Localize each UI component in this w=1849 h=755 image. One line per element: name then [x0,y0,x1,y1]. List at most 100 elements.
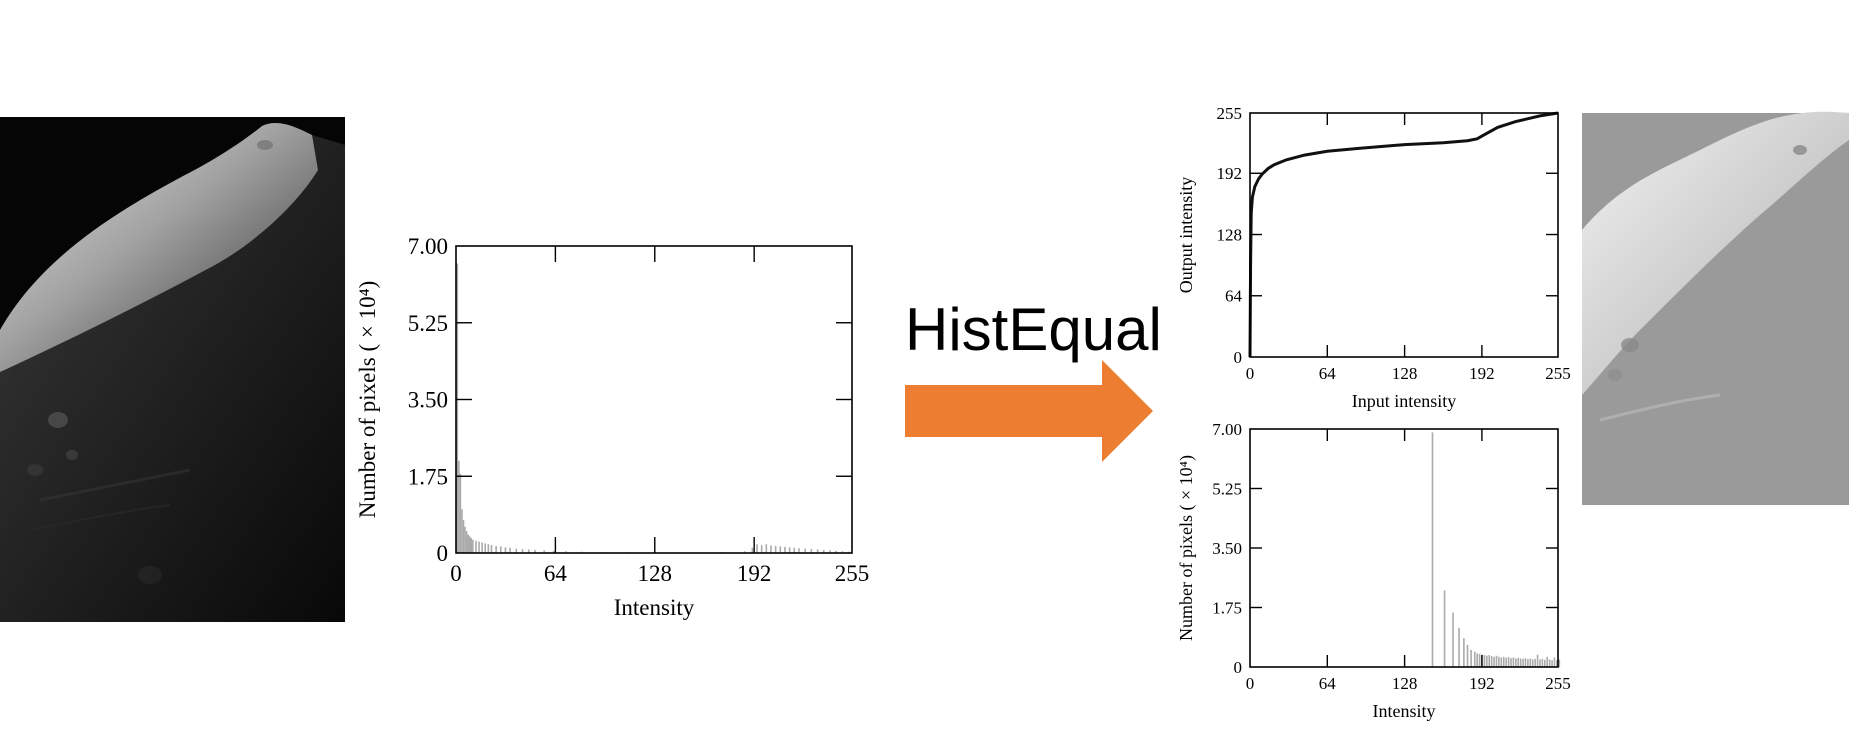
histogram-bar [1527,659,1529,667]
histogram-bar [1463,638,1465,667]
histogram-bar [760,545,763,553]
histogram-bar [467,534,469,553]
histogram-bar [504,547,507,553]
histogram-bar [1490,656,1493,667]
x-tick-label: 0 [450,561,462,586]
histogram-bar [779,546,782,553]
histogram-bar [456,263,459,553]
histogram-bar [1558,659,1561,667]
y-axis-label: Number of pixels ( × 10⁴) [355,281,380,519]
histogram-bar [478,541,480,553]
y-tick-label: 0 [1234,658,1243,677]
histogram-bar [462,520,465,553]
equalized-histogram: 0 64 128 192 255 0 1.75 3.50 5.25 7.00 Intensity Nu… [1176,420,1571,721]
histogram-bar [484,543,487,553]
histogram-bar [1541,658,1544,667]
histogram-bar [1505,657,1507,667]
y-tick-label: 64 [1225,287,1243,306]
y-axis-label: Output intensity [1176,177,1196,294]
plot-frame [1249,428,1559,668]
histogram-bar [475,540,477,553]
x-tick-label: 0 [1246,364,1255,383]
y-tick-label: 128 [1217,225,1243,244]
x-tick-label: 128 [1392,364,1418,383]
histogram-bar [495,545,497,553]
histogram-bar [774,545,777,553]
histogram-bar [1486,655,1488,667]
histogram-bar [487,544,490,553]
x-tick-label: 192 [1469,674,1495,693]
histogram-bar [829,550,831,553]
histogram-bar [527,549,530,553]
histogram-bar [543,550,546,553]
histogram-bar [1488,655,1491,667]
histogram-bar [751,547,754,553]
equalized-image [1582,111,1849,505]
histogram-bar [784,546,786,553]
histogram-bar [1515,658,1517,667]
histogram-bar [1534,658,1536,667]
histogram-bar [793,547,796,553]
y-tick-label: 5.25 [408,311,448,336]
histequal-label: HistEqual [905,296,1162,363]
histogram-bar [481,542,483,553]
histogram-bar [1466,644,1469,667]
histogram-bar [765,544,768,553]
x-tick-label: 64 [1319,364,1337,383]
histogram-bar [1519,658,1522,667]
plot-frame [1249,112,1559,358]
histogram-bar [461,509,463,553]
histogram-bar [1478,654,1481,667]
histogram-bar [1500,657,1503,667]
histogram-bar [515,548,518,553]
histogram-bar [1512,657,1515,667]
x-tick-label: 255 [1545,674,1571,693]
histogram-bar [472,539,474,553]
histogram-bar [1548,659,1551,667]
x-tick-label: 255 [835,561,870,586]
plot-frame [455,245,853,554]
x-axis-label: Input intensity [1352,391,1457,411]
histogram-bar [1546,656,1549,667]
x-tick-label: 128 [1392,674,1418,693]
histogram-bar [1517,657,1520,667]
histogram-bar [465,531,468,553]
histogram-bar [499,546,502,553]
histogram-bar [490,545,493,553]
x-tick-label: 192 [1469,364,1495,383]
x-tick-label: 64 [1319,674,1337,693]
transformation-curve: 0 64 128 192 255 0 64 128 192 255 Input intensity O… [1176,104,1571,411]
histogram-bar [464,526,466,553]
x-axis-label: Intensity [1373,701,1436,721]
histogram-bar [770,545,772,553]
y-tick-label: 0 [1234,348,1243,367]
histogram-bar [509,547,511,553]
y-tick-label: 1.75 [408,464,448,489]
y-tick-label: 0 [437,541,449,566]
y-tick-label: 192 [1217,164,1243,183]
histogram-bar [1502,656,1505,667]
x-tick-label: 0 [1246,674,1255,693]
y-axis-label: Number of pixels ( × 10⁴) [1176,455,1197,641]
histogram-bar [1473,651,1476,667]
histogram-bar [1431,432,1434,667]
y-tick-label: 7.00 [408,234,448,259]
histogram-bar [1470,650,1472,667]
histogram-bar [1476,653,1478,667]
x-tick-label: 64 [544,561,568,586]
histogram-bar [1495,655,1498,667]
histogram-bar [1443,590,1446,667]
histogram-bar [1498,656,1500,667]
histogram-bar [835,550,838,553]
histogram-bar [756,544,758,553]
histogram-bar [470,538,473,553]
histogram-bar [521,549,524,553]
histogram-bar [1539,659,1541,667]
original-image [0,117,345,623]
histogram-bar [1493,656,1495,667]
histogram-bar [1529,658,1532,667]
x-tick-label: 128 [638,561,673,586]
histogram-bar [1551,660,1553,667]
histogram-bar [1483,655,1486,667]
